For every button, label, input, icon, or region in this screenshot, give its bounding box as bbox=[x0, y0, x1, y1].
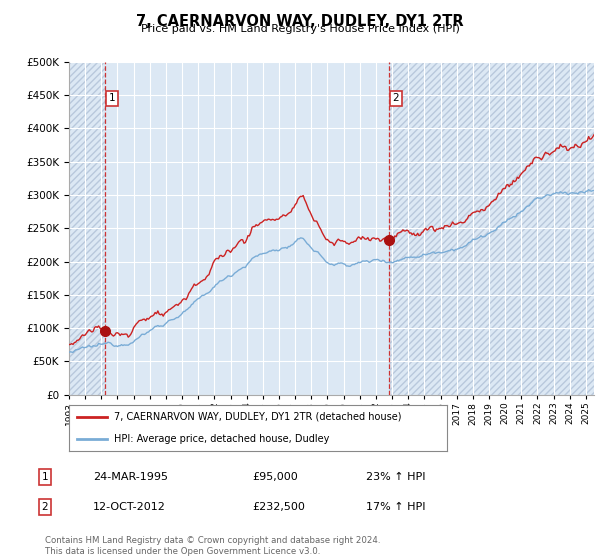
Text: 12-OCT-2012: 12-OCT-2012 bbox=[93, 502, 166, 512]
Text: 1: 1 bbox=[109, 94, 116, 103]
Text: 7, CAERNARVON WAY, DUDLEY, DY1 2TR (detached house): 7, CAERNARVON WAY, DUDLEY, DY1 2TR (deta… bbox=[115, 412, 402, 422]
Text: 17% ↑ HPI: 17% ↑ HPI bbox=[366, 502, 425, 512]
Text: 1: 1 bbox=[41, 472, 49, 482]
Text: 23% ↑ HPI: 23% ↑ HPI bbox=[366, 472, 425, 482]
Text: 2: 2 bbox=[41, 502, 49, 512]
Text: HPI: Average price, detached house, Dudley: HPI: Average price, detached house, Dudl… bbox=[115, 434, 330, 444]
Text: £232,500: £232,500 bbox=[252, 502, 305, 512]
Text: Contains HM Land Registry data © Crown copyright and database right 2024.
This d: Contains HM Land Registry data © Crown c… bbox=[45, 536, 380, 556]
Text: 24-MAR-1995: 24-MAR-1995 bbox=[93, 472, 168, 482]
Text: Price paid vs. HM Land Registry's House Price Index (HPI): Price paid vs. HM Land Registry's House … bbox=[140, 24, 460, 34]
Text: £95,000: £95,000 bbox=[252, 472, 298, 482]
Text: 7, CAERNARVON WAY, DUDLEY, DY1 2TR: 7, CAERNARVON WAY, DUDLEY, DY1 2TR bbox=[136, 14, 464, 29]
Text: 2: 2 bbox=[393, 94, 400, 103]
